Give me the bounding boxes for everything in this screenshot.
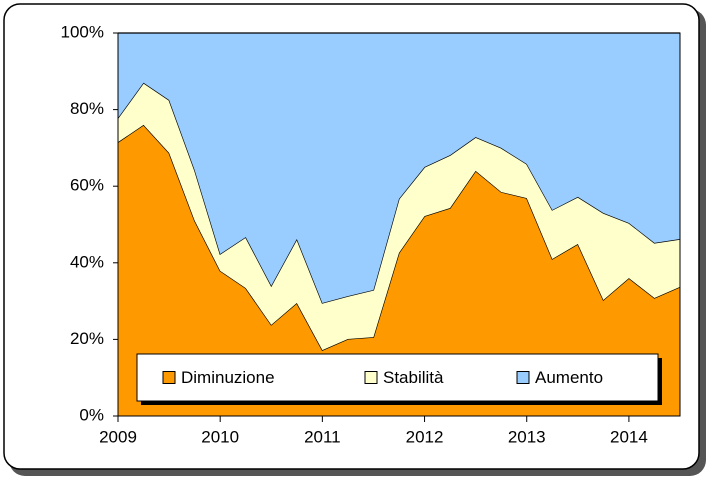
x-tick-label: 2009 <box>99 427 137 446</box>
plot-area: 0% 20% 40% 60% 80% 100% 2009 2010 2011 2012 2013 20… <box>61 22 681 446</box>
y-tick-label: 80% <box>70 99 104 118</box>
y-tick-label: 0% <box>79 405 104 424</box>
area-fill <box>118 124 680 417</box>
x-tick-label: 2010 <box>201 427 239 446</box>
y-tick-label: 20% <box>70 329 104 348</box>
plot-border <box>117 32 681 417</box>
y-tick-label: 60% <box>70 176 104 195</box>
y-tick-label: 100% <box>61 22 104 41</box>
legend-label: Aumento <box>535 368 603 387</box>
y-tick-label: 40% <box>70 252 104 271</box>
legend-swatch <box>162 371 176 384</box>
area-fill <box>118 33 680 304</box>
area-fill <box>118 82 680 351</box>
x-tick-label: 2014 <box>610 427 648 446</box>
x-tick-label: 2011 <box>304 427 341 446</box>
legend-swatch <box>516 371 530 384</box>
legend <box>136 353 659 402</box>
x-tick-label: 2012 <box>406 427 444 446</box>
legend-label: Stabilità <box>383 368 444 387</box>
legend-label: Diminuzione <box>181 368 275 387</box>
legend-swatch <box>364 371 378 384</box>
x-tick-label: 2013 <box>508 427 546 446</box>
